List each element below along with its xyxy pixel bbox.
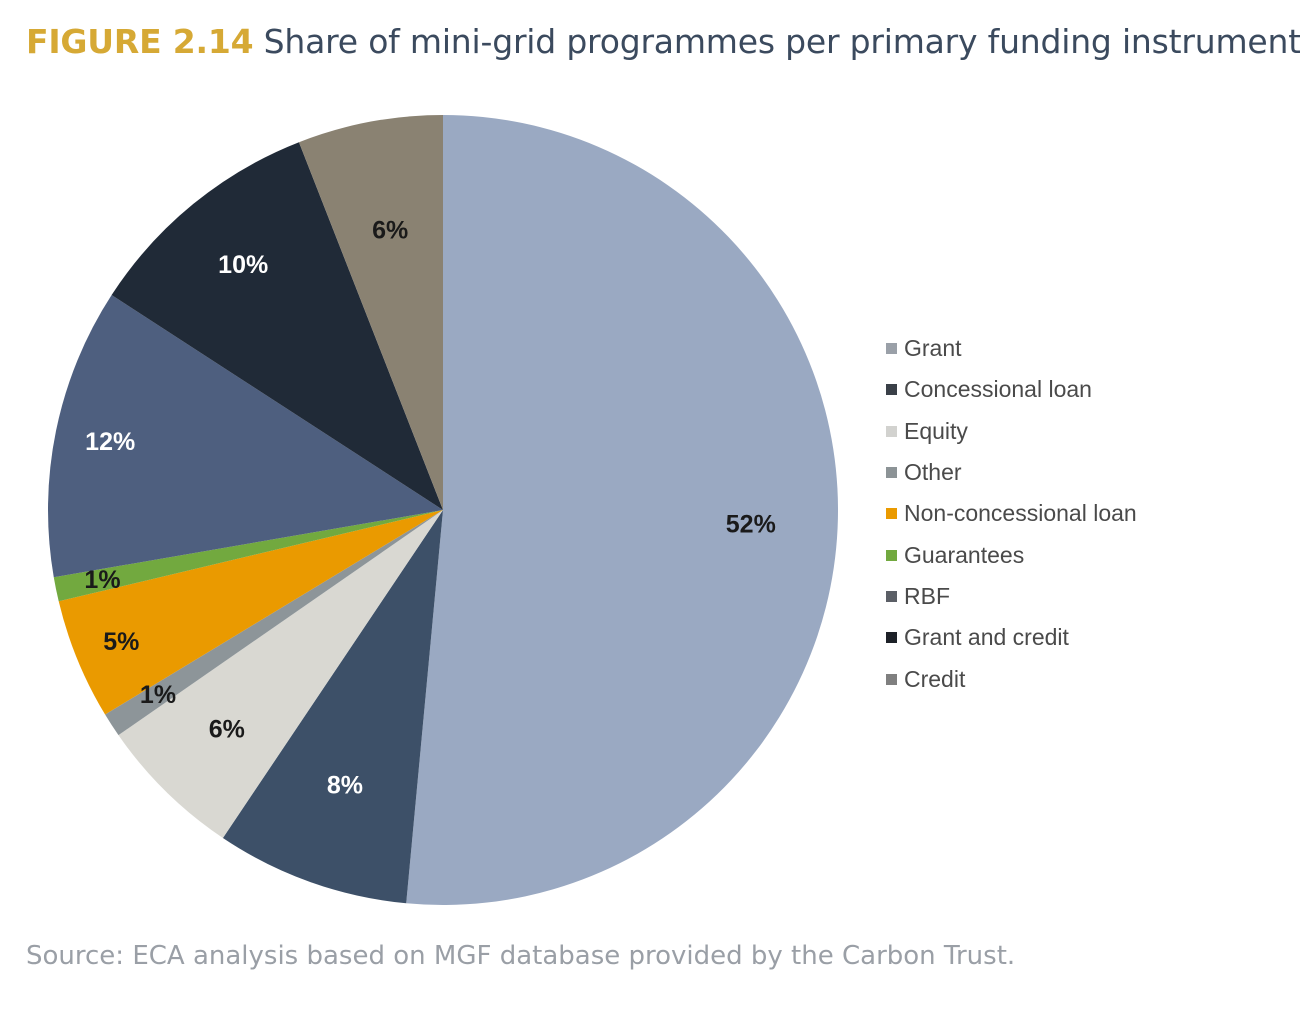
figure-title: FIGURE 2.14 Share of mini-grid programme… xyxy=(26,22,1300,61)
legend-item: Non-concessional loan xyxy=(886,493,1137,534)
pie-slice-4 xyxy=(105,510,443,736)
chart-legend: Grant Concessional loan Equity Other Non-con… xyxy=(886,328,1137,700)
legend-swatch xyxy=(886,632,897,644)
legend-swatch xyxy=(886,425,897,437)
figure-title-text: Share of mini-grid programmes per primar… xyxy=(263,22,1300,61)
source-note: Source: ECA analysis based on MGF databa… xyxy=(26,941,1016,971)
legend-item: Credit xyxy=(886,658,1137,699)
pie-slice-2 xyxy=(222,510,443,904)
legend-swatch xyxy=(886,673,897,685)
pie-slice-7 xyxy=(48,295,443,578)
legend-item: Equity xyxy=(886,411,1137,452)
pie-slice-8 xyxy=(111,142,444,510)
legend-swatch xyxy=(886,384,897,396)
pie-slice-label-8: 10% xyxy=(218,251,268,279)
pie-slice-9 xyxy=(298,115,443,510)
pie-slice-label-7: 12% xyxy=(85,428,135,456)
figure-number: FIGURE 2.14 xyxy=(26,22,254,61)
legend-label: Equity xyxy=(904,417,968,444)
legend-label: Guarantees xyxy=(904,541,1025,568)
legend-swatch xyxy=(886,508,897,520)
pie-slice-label-5: 5% xyxy=(103,628,139,656)
legend-swatch xyxy=(886,343,897,355)
legend-swatch xyxy=(886,590,897,602)
pie-slice-label-6: 1% xyxy=(84,566,120,594)
legend-item: Grant and credit xyxy=(886,617,1137,658)
legend-label: Credit xyxy=(904,665,966,692)
pie-slice-1 xyxy=(406,115,839,905)
pie-slice-label-4: 1% xyxy=(140,681,176,709)
legend-item: Grant xyxy=(886,328,1137,369)
legend-label: Grant xyxy=(904,335,962,362)
legend-label: Grant and credit xyxy=(904,624,1069,651)
legend-label: Other xyxy=(904,459,962,486)
pie-slice-5 xyxy=(58,510,443,715)
pie-slice-label-1: 52% xyxy=(726,510,776,538)
legend-item: Concessional loan xyxy=(886,369,1137,410)
legend-label: Concessional loan xyxy=(904,376,1092,403)
legend-label: Non-concessional loan xyxy=(904,500,1137,527)
legend-item: Guarantees xyxy=(886,534,1137,575)
legend-swatch xyxy=(886,467,897,479)
pie-slice-label-3: 6% xyxy=(209,716,245,744)
pie-slice-6 xyxy=(53,510,444,602)
legend-label: RBF xyxy=(904,582,950,609)
pie-slices xyxy=(48,115,839,905)
pie-slice-label-2: 8% xyxy=(327,771,363,799)
legend-item: RBF xyxy=(886,576,1137,617)
pie-labels: 52%8%6%1%5%1%12%10%6% xyxy=(84,217,775,800)
legend-swatch xyxy=(886,549,897,561)
pie-slice-3 xyxy=(118,510,444,838)
pie-chart: 52%8%6%1%5%1%12%10%6% xyxy=(48,115,839,905)
pie-slice-label-9: 6% xyxy=(372,217,408,245)
legend-item: Other xyxy=(886,452,1137,493)
